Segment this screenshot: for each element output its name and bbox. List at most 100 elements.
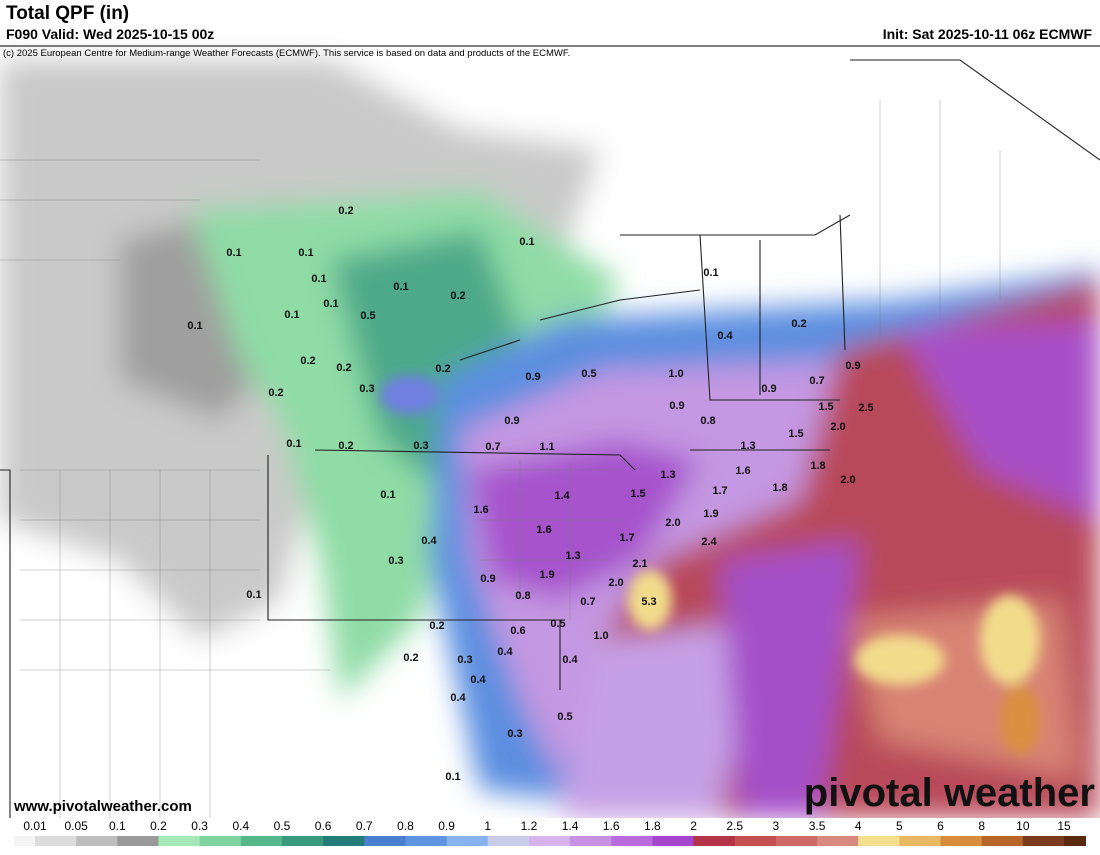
value-label: 0.2: [300, 355, 315, 367]
value-label: 0.4: [470, 674, 486, 686]
legend-label: 2: [690, 819, 697, 833]
legend-label: 0.7: [356, 819, 373, 833]
value-label: 5.3: [641, 596, 656, 608]
legend-swatch: [775, 836, 818, 846]
value-label: 0.3: [359, 383, 374, 395]
legend-swatch: [652, 836, 695, 846]
legend-swatch: [240, 836, 283, 846]
legend-swatch: [405, 836, 448, 846]
legend-label: 1.8: [644, 819, 661, 833]
legend-swatch: [570, 836, 612, 846]
value-label: 1.6: [473, 504, 488, 516]
init-time: Init: Sat 2025-10-11 06z ECMWF: [883, 26, 1093, 42]
legend-label: 1: [484, 819, 491, 833]
legend-label: 1.6: [603, 819, 620, 833]
value-label: 1.7: [619, 532, 634, 544]
value-label: 1.3: [565, 550, 580, 562]
value-label: 0.1: [703, 267, 718, 279]
value-labels: 0.2 0.1 0.1 0.1 0.1 0.1 0.2 0.1 0.1 0.5 0.1 0.1 0.4 0…: [187, 205, 873, 783]
legend-label: 6: [937, 819, 944, 833]
value-label: 0.7: [809, 375, 824, 387]
legend-label: 0.4: [232, 819, 249, 833]
value-label: 2.0: [665, 517, 680, 529]
value-label: 0.1: [226, 247, 241, 259]
legend-label: 3.5: [809, 819, 826, 833]
value-label: 0.4: [562, 654, 578, 666]
value-label: 0.4: [717, 330, 733, 342]
value-label: 0.5: [550, 618, 565, 630]
title: Total QPF (in): [6, 3, 129, 24]
value-label: 0.9: [504, 415, 519, 427]
legend-label: 0.5: [274, 819, 291, 833]
value-label: 0.1: [311, 273, 326, 285]
legend-swatch: [35, 836, 77, 846]
value-label: 0.5: [581, 368, 596, 380]
value-label: 0.9: [669, 400, 684, 412]
value-label: 0.1: [286, 438, 301, 450]
site-url: www.pivotalweather.com: [13, 798, 192, 815]
value-label: 0.2: [450, 290, 465, 302]
value-label: 1.9: [539, 569, 554, 581]
value-label: 1.3: [660, 469, 675, 481]
legend-label: 3: [773, 819, 780, 833]
value-label: 0.1: [246, 589, 261, 601]
value-label: 0.9: [480, 573, 495, 585]
map-background: [0, 45, 1100, 818]
value-label: 2.0: [840, 474, 855, 486]
value-label: 0.1: [445, 771, 460, 783]
watermark: pivotal weather: [804, 771, 1095, 815]
value-label: 1.6: [735, 465, 750, 477]
legend-swatch: [14, 836, 35, 846]
value-label: 0.1: [380, 489, 395, 501]
copyright: (c) 2025 European Centre for Medium-rang…: [3, 48, 570, 59]
value-label: 2.1: [632, 558, 647, 570]
value-label: 0.8: [515, 590, 530, 602]
value-label: 0.1: [323, 298, 338, 310]
legend-swatch: [528, 836, 571, 846]
value-label: 2.0: [830, 421, 845, 433]
value-label: 1.7: [712, 485, 727, 497]
value-label: 0.1: [393, 281, 408, 293]
value-label: 2.0: [608, 577, 623, 589]
value-label: 0.2: [338, 205, 353, 217]
value-label: 0.1: [284, 309, 299, 321]
legend-swatch: [899, 836, 942, 846]
legend-swatch: [858, 836, 900, 846]
value-label: 0.2: [268, 387, 283, 399]
legend-swatch: [487, 836, 530, 846]
value-label: 0.2: [429, 620, 444, 632]
value-label: 0.3: [507, 728, 522, 740]
value-label: 0.4: [421, 535, 437, 547]
value-label: 0.7: [580, 596, 595, 608]
legend-swatch: [158, 836, 201, 846]
legend-label: 0.2: [150, 819, 167, 833]
value-label: 0.8: [700, 415, 715, 427]
value-label: 2.5: [858, 402, 873, 414]
legend-label: 0.05: [64, 819, 88, 833]
legend-swatch: [364, 836, 406, 846]
value-label: 1.9: [703, 508, 718, 520]
value-label: 0.7: [485, 441, 500, 453]
legend-swatch: [1064, 836, 1086, 846]
legend-label: 8: [978, 819, 985, 833]
legend-label: 0.01: [23, 819, 47, 833]
value-label: 2.4: [701, 536, 717, 548]
value-label: 1.5: [630, 488, 645, 500]
value-label: 0.5: [360, 310, 375, 322]
value-label: 0.2: [403, 652, 418, 664]
value-label: 0.2: [338, 440, 353, 452]
value-label: 0.1: [298, 247, 313, 259]
value-label: 0.3: [457, 654, 472, 666]
value-label: 1.5: [788, 428, 803, 440]
value-label: 0.9: [845, 360, 860, 372]
value-label: 1.0: [668, 368, 683, 380]
legend-swatch: [981, 836, 1024, 846]
legend-swatch: [1022, 836, 1065, 846]
value-label: 0.1: [187, 320, 202, 332]
legend-swatch: [446, 836, 489, 846]
value-label: 0.2: [435, 363, 450, 375]
value-label: 0.4: [497, 646, 513, 658]
value-label: 1.1: [539, 441, 554, 453]
value-label: 1.3: [740, 440, 755, 452]
legend-swatch: [281, 836, 324, 846]
